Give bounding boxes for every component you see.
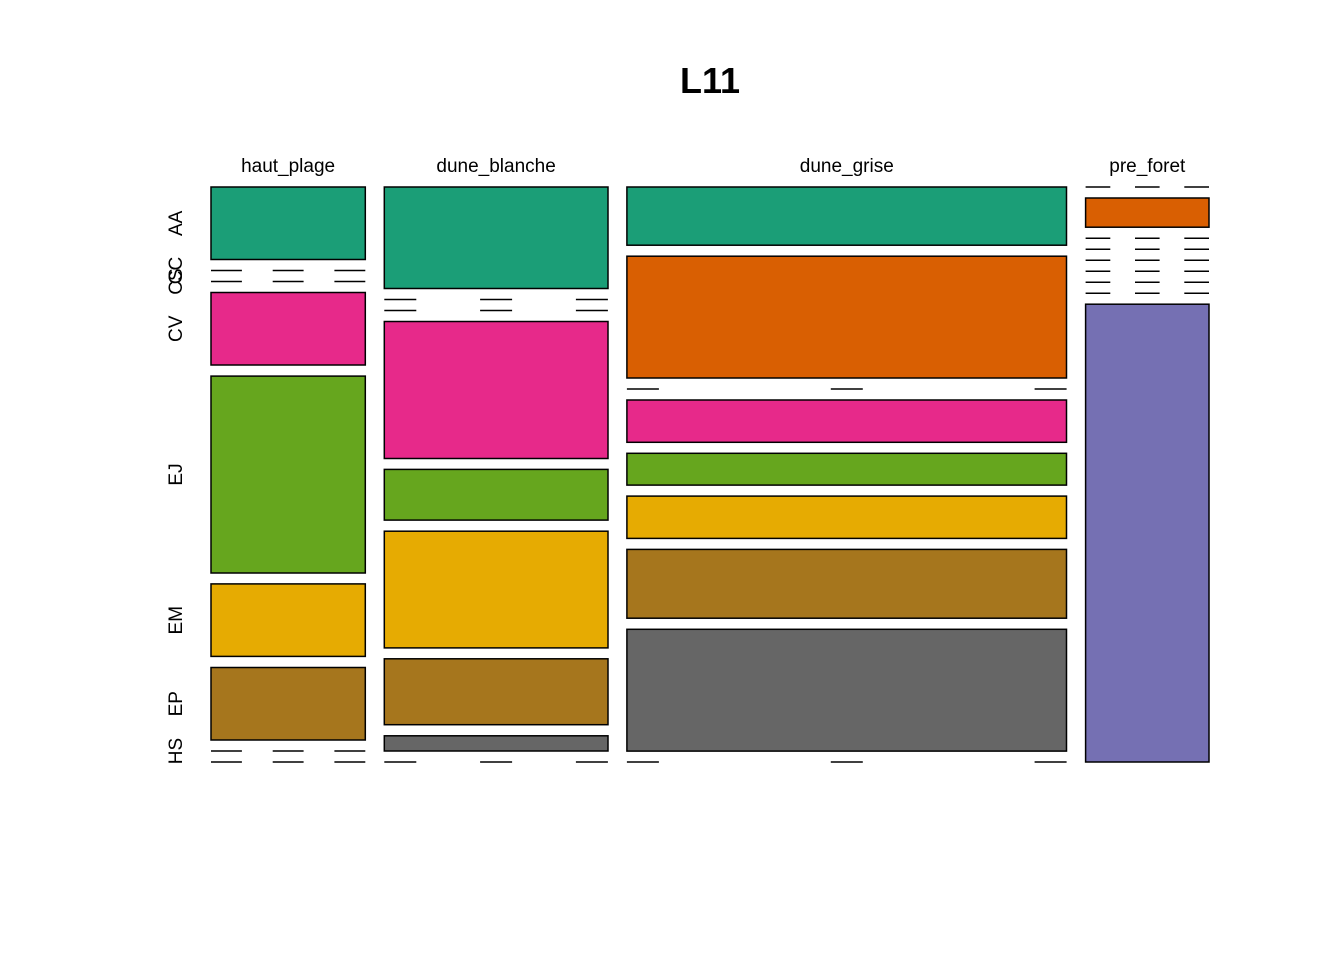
tile-haut-plage-aa: [210, 186, 367, 261]
tile-dune-grise-cv: [626, 399, 1068, 444]
column-label-pre-foret: pre_foret: [1109, 156, 1186, 177]
tile-dune-grise-hs: [626, 628, 1068, 752]
column-label-dune-grise: dune_grise: [800, 156, 894, 177]
row-label-aa: AA: [166, 210, 187, 236]
row-label-ej: EJ: [166, 463, 187, 485]
column-label-haut-plage: haut_plage: [241, 156, 335, 177]
tile-dune-blanche-aa: [383, 186, 609, 290]
tile-dune-grise-cc: [626, 255, 1068, 379]
tile-haut-plage-em: [210, 583, 367, 658]
row-label-em: EM: [166, 606, 187, 635]
row-label-cv: CV: [166, 315, 187, 342]
row-label-cs: CS: [166, 268, 187, 294]
column-labels: haut_plage dune_blanche dune_grise pre_fore…: [241, 156, 1186, 177]
tile-dune-grise-aa: [626, 186, 1068, 246]
tile-pre-foret-cc: [1084, 197, 1210, 228]
tile-dune-blanche-hs: [383, 735, 609, 752]
tile-dune-blanche-cv: [383, 320, 609, 460]
tile-dune-blanche-em: [383, 530, 609, 649]
column-label-dune-blanche: dune_blanche: [436, 156, 555, 177]
row-label-hs: HS: [166, 738, 187, 764]
tile-dune-grise-ej: [626, 452, 1068, 486]
tile-dune-blanche-ej: [383, 468, 609, 521]
tile-dune-grise-em: [626, 495, 1068, 540]
tile-pre-foret-pp: [1084, 303, 1210, 763]
mosaic-tiles: [210, 186, 1210, 763]
tile-haut-plage-ej: [210, 375, 367, 574]
tile-dune-grise-ep: [626, 548, 1068, 619]
chart-title: L11: [680, 60, 740, 101]
tile-dune-blanche-ep: [383, 658, 609, 726]
row-label-cc: CC: [166, 257, 187, 284]
row-label-ep: EP: [166, 691, 187, 716]
tile-haut-plage-cv: [210, 291, 367, 366]
tile-haut-plage-ep: [210, 666, 367, 741]
